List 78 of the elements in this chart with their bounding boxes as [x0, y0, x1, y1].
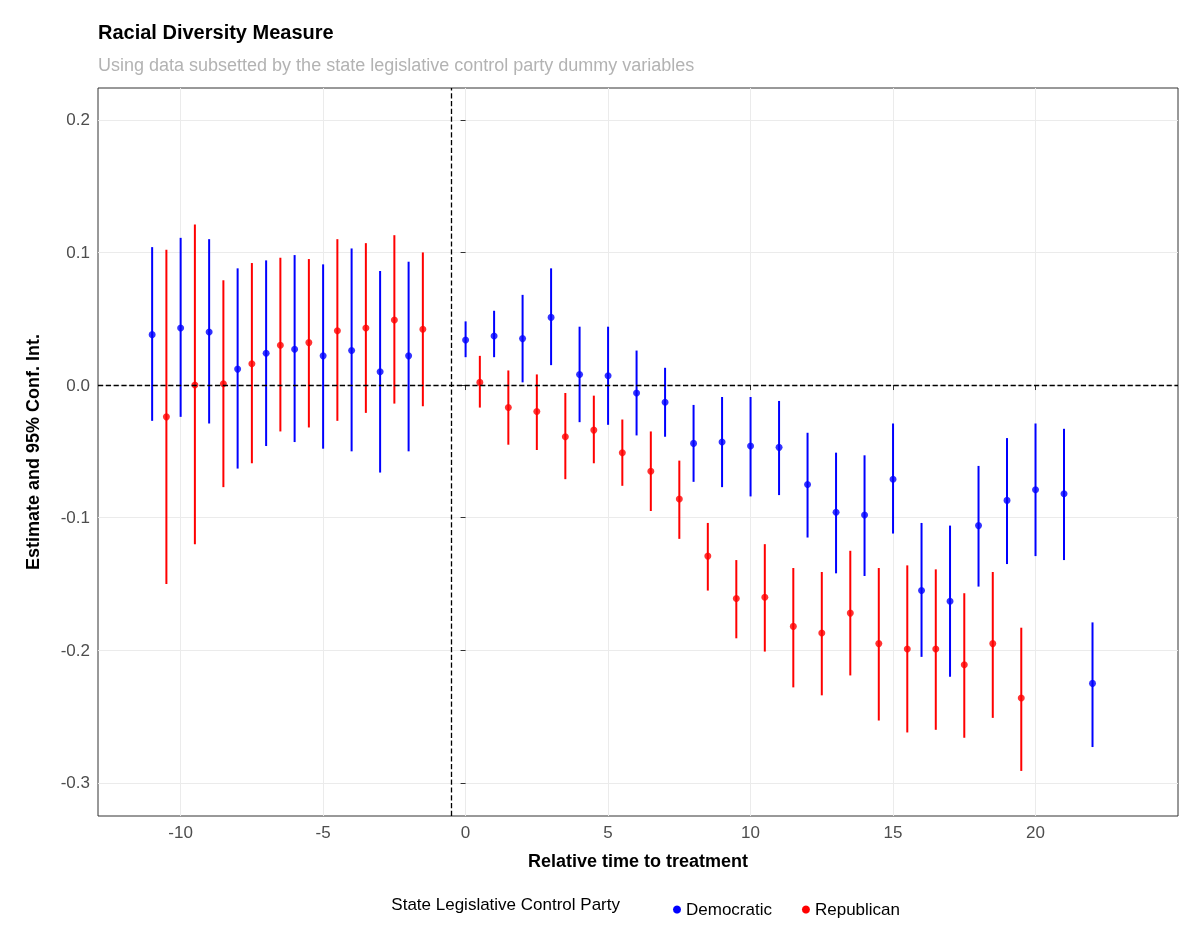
point	[234, 365, 242, 373]
y-tick-label: -0.3	[60, 773, 90, 793]
point	[832, 508, 840, 516]
point	[291, 345, 299, 353]
point	[633, 389, 641, 397]
point	[804, 480, 812, 488]
point	[789, 622, 797, 630]
point	[1060, 490, 1068, 498]
point	[975, 522, 983, 530]
point	[1032, 486, 1040, 494]
legend-label: Republican	[814, 900, 901, 919]
point	[305, 339, 313, 347]
point	[747, 442, 755, 450]
point	[918, 587, 926, 595]
point	[590, 426, 598, 434]
x-tick-label: -10	[168, 823, 193, 842]
legend-label: Democratic	[686, 900, 773, 919]
point	[333, 327, 341, 335]
x-tick-label: 20	[1026, 823, 1045, 842]
point	[390, 316, 398, 324]
point	[732, 595, 740, 603]
point	[690, 439, 698, 447]
point	[262, 349, 270, 357]
point	[276, 341, 284, 349]
x-tick-label: 5	[603, 823, 613, 842]
x-tick-label: 10	[741, 823, 761, 842]
point	[875, 640, 883, 648]
point	[419, 325, 427, 333]
y-tick-label: -0.2	[60, 640, 90, 660]
point	[162, 413, 170, 421]
point	[476, 378, 484, 386]
point	[960, 661, 968, 669]
point	[889, 475, 897, 483]
point	[348, 347, 356, 355]
point	[903, 645, 911, 653]
point	[576, 370, 584, 378]
point	[376, 368, 384, 376]
point	[148, 331, 156, 339]
point	[1017, 694, 1025, 702]
point	[504, 404, 512, 412]
point	[861, 511, 869, 519]
y-axis-title: Estimate and 95% Conf. Int.	[23, 333, 43, 571]
point	[561, 433, 569, 441]
point	[661, 398, 669, 406]
point	[248, 360, 256, 368]
point	[818, 629, 826, 637]
point	[704, 552, 712, 560]
point	[932, 645, 940, 653]
point	[177, 324, 185, 332]
point	[1089, 679, 1097, 687]
chart-title: Racial Diversity Measure	[98, 21, 334, 43]
x-axis-title: Relative time to treatment	[527, 851, 749, 871]
point	[675, 495, 683, 503]
point	[405, 352, 413, 360]
point	[319, 352, 327, 360]
point	[761, 593, 769, 601]
point	[1003, 496, 1011, 504]
y-tick-label: -0.1	[60, 508, 90, 528]
x-tick-label: -5	[315, 823, 331, 842]
point	[462, 336, 470, 344]
point	[989, 640, 997, 648]
point	[846, 609, 854, 617]
point	[604, 372, 612, 380]
point	[219, 380, 227, 388]
y-tick-label: 0.2	[66, 110, 90, 130]
legend-title: State Legislative Control Party	[391, 895, 621, 914]
y-tick-label: 0.1	[66, 242, 90, 262]
point	[946, 597, 954, 605]
point	[618, 449, 626, 457]
x-tick-label: 0	[460, 823, 471, 842]
x-tick-label: 15	[883, 823, 903, 842]
y-tick-label: 0.0	[66, 375, 90, 395]
point	[647, 467, 655, 475]
point	[547, 313, 555, 321]
point	[533, 408, 541, 416]
point	[519, 335, 527, 343]
point	[775, 443, 783, 451]
chart-subtitle: Using data subsetted by the state legislative control party dummy variables	[98, 55, 695, 75]
